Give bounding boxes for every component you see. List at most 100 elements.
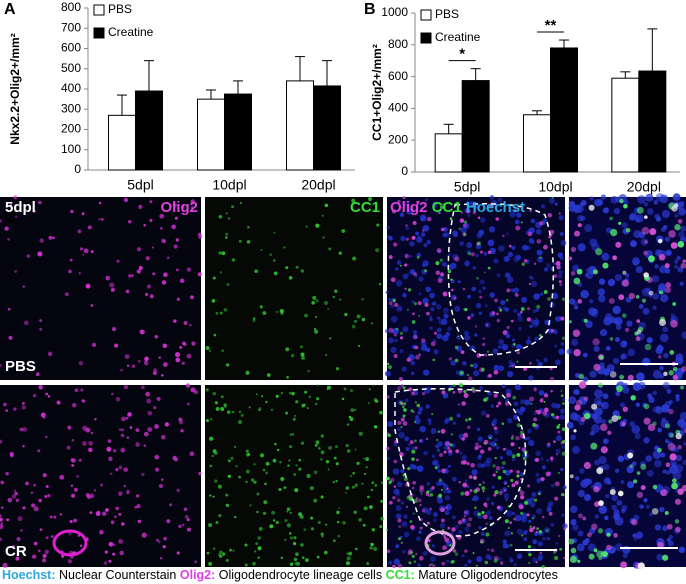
cell: [459, 241, 465, 246]
cell: [493, 393, 498, 398]
cell: [279, 461, 282, 464]
cell: [115, 396, 121, 402]
cell: [288, 392, 292, 395]
cell: [445, 504, 452, 511]
cell: [603, 316, 612, 326]
cell: [22, 427, 27, 432]
cell: [503, 306, 508, 311]
cell: [629, 464, 634, 469]
cell: [419, 518, 423, 522]
cell: [577, 243, 586, 252]
cell: [118, 539, 124, 544]
cell: [388, 298, 392, 301]
cell: [615, 391, 621, 397]
cell: [591, 403, 598, 410]
cell: [550, 522, 555, 527]
cell: [452, 391, 456, 394]
cell: [64, 292, 69, 297]
cell: [190, 206, 194, 209]
cell: [566, 348, 573, 355]
significance: **: [545, 17, 557, 34]
cell: [219, 550, 223, 555]
cell: [646, 337, 653, 344]
cell: [286, 375, 290, 379]
cell: [262, 311, 267, 315]
cell: [450, 433, 453, 436]
cell: [315, 440, 320, 445]
cell: [183, 507, 188, 512]
cell: [82, 441, 87, 446]
cell: [430, 556, 436, 562]
cell: [45, 536, 49, 540]
cell: [554, 202, 559, 206]
cell: [414, 439, 417, 443]
cell: [397, 518, 402, 523]
cell: [298, 512, 303, 517]
cell: [399, 264, 402, 267]
cell: [461, 518, 466, 522]
cell: [635, 294, 640, 299]
cell: [290, 353, 295, 358]
cell: [593, 459, 600, 466]
cell: [440, 272, 445, 277]
y-tick-label: 700: [61, 20, 81, 34]
cell: [442, 334, 449, 342]
cell: [532, 309, 537, 314]
cell: [569, 474, 574, 479]
cell: [513, 343, 516, 346]
cell: [586, 532, 592, 538]
cell: [430, 341, 436, 347]
cell: [573, 348, 581, 357]
cell: [240, 413, 244, 417]
cell: [338, 507, 341, 510]
cell: [410, 371, 415, 376]
cell: [3, 402, 7, 407]
cell: [658, 290, 663, 295]
cell: [376, 223, 380, 227]
cell: [596, 467, 604, 475]
cell: [514, 219, 520, 225]
cell: [273, 271, 278, 276]
cell: [449, 217, 453, 221]
cell: [404, 253, 410, 259]
cell: [527, 484, 531, 488]
cell: [386, 529, 388, 531]
cell: [120, 433, 125, 438]
cell: [577, 223, 582, 228]
cell: [456, 413, 461, 418]
cell: [223, 308, 228, 312]
cell: [346, 449, 351, 453]
cell: [677, 488, 684, 495]
cell: [447, 526, 451, 530]
cell: [431, 486, 435, 490]
cell: [470, 462, 475, 468]
cell: [370, 322, 374, 325]
cell: [432, 511, 438, 517]
cell: [497, 197, 503, 203]
cell: [349, 475, 352, 478]
cell: [484, 442, 487, 445]
cell: [511, 434, 515, 438]
cell: [561, 451, 566, 456]
x-tick-label: 20dpl: [301, 177, 335, 193]
cell: [398, 376, 403, 382]
cell: [426, 482, 431, 486]
cell: [561, 513, 565, 517]
cell: [577, 298, 583, 304]
cell: [593, 548, 598, 553]
cell: [351, 198, 356, 203]
cell: [471, 204, 475, 208]
cell: [373, 397, 378, 402]
cell: [473, 506, 477, 510]
cell: [334, 445, 339, 449]
cell: [511, 511, 516, 516]
cell: [38, 498, 43, 503]
cell: [562, 556, 566, 560]
cell: [495, 465, 501, 471]
cell: [484, 560, 489, 565]
cell: [476, 427, 481, 431]
cell: [672, 302, 677, 306]
cell: [338, 251, 342, 255]
cell: [388, 255, 393, 260]
cell: [471, 286, 477, 292]
